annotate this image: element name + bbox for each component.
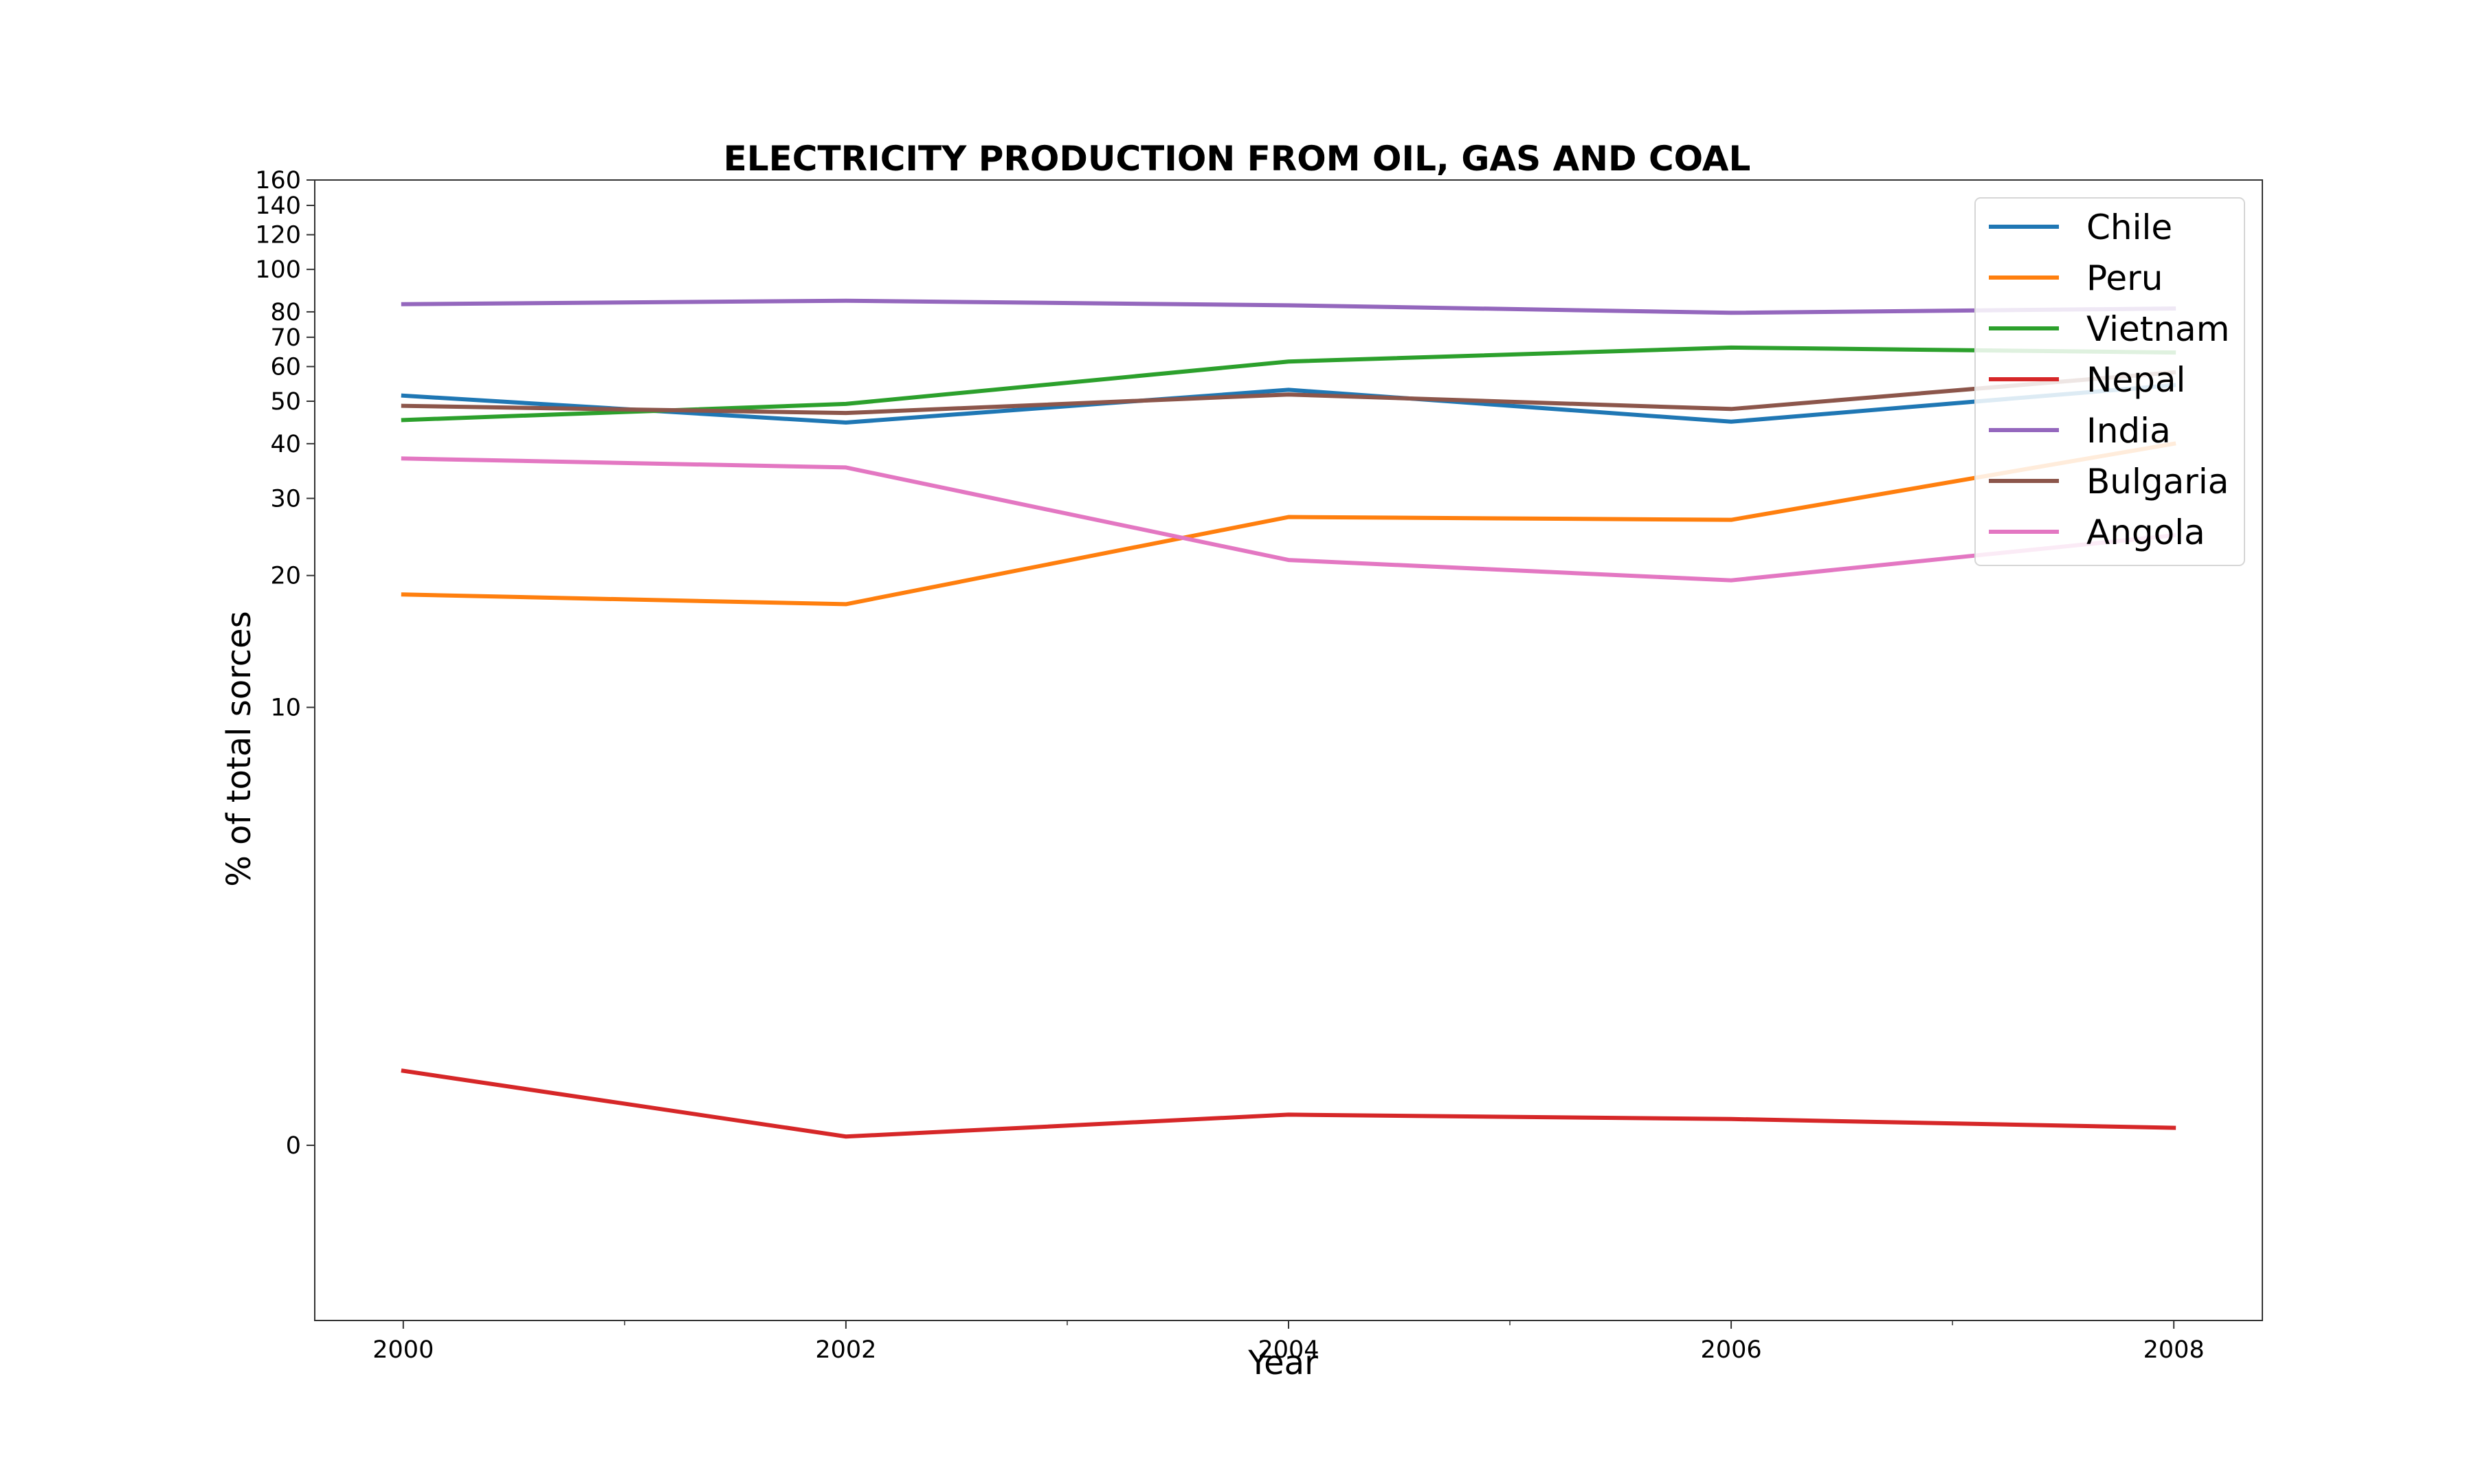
x-axis-label: Year bbox=[1247, 1344, 1318, 1382]
y-tick-label: 40 bbox=[270, 431, 301, 458]
x-tick-label: 2004 bbox=[1258, 1336, 1319, 1364]
y-tick-label: 30 bbox=[270, 485, 301, 513]
y-tick-label: 120 bbox=[255, 222, 301, 249]
legend-label-peru: Peru bbox=[2086, 258, 2163, 298]
legend-label-bulgaria: Bulgaria bbox=[2086, 462, 2229, 502]
legend-label-vietnam: Vietnam bbox=[2086, 309, 2229, 349]
series-lines bbox=[401, 298, 2176, 1139]
x-tick-label: 2008 bbox=[2143, 1336, 2205, 1364]
y-tick-label: 140 bbox=[255, 192, 301, 220]
x-tick-label: 2002 bbox=[815, 1336, 876, 1364]
y-tick-label: 80 bbox=[270, 299, 301, 326]
series-line-chile bbox=[401, 383, 2176, 425]
y-tick-label: 160 bbox=[255, 167, 301, 194]
y-tick-label: 0 bbox=[286, 1132, 301, 1160]
legend: Chile Peru Vietnam Nepal India Bulgaria Angola bbox=[1974, 197, 2245, 566]
legend-label-india: India bbox=[2086, 411, 2171, 451]
series-line-india bbox=[401, 298, 2176, 315]
y-axis-label: % of total sorces bbox=[220, 611, 258, 886]
y-tick-label: 50 bbox=[270, 388, 301, 416]
y-tick-label: 100 bbox=[255, 256, 301, 284]
chart-title: ELECTRICITY PRODUCTION FROM OIL, GAS AND… bbox=[724, 139, 1751, 179]
legend-label-nepal: Nepal bbox=[2086, 360, 2185, 400]
x-axis: 2000 2002 2004 2006 2008 bbox=[372, 1320, 2205, 1364]
series-line-peru bbox=[401, 441, 2176, 607]
legend-label-chile: Chile bbox=[2086, 207, 2172, 247]
y-tick-label: 10 bbox=[270, 695, 301, 722]
series-line-angola bbox=[401, 456, 2176, 583]
y-tick-label: 70 bbox=[270, 324, 301, 352]
legend-label-angola: Angola bbox=[2086, 513, 2205, 552]
y-tick-label: 60 bbox=[270, 354, 301, 381]
x-tick-label: 2000 bbox=[372, 1336, 434, 1364]
series-line-bulgaria bbox=[401, 370, 2176, 416]
series-line-nepal bbox=[401, 1068, 2176, 1139]
y-tick-label: 20 bbox=[270, 563, 301, 590]
legend-box bbox=[1974, 197, 2245, 566]
x-tick-label: 2006 bbox=[1701, 1336, 1762, 1364]
